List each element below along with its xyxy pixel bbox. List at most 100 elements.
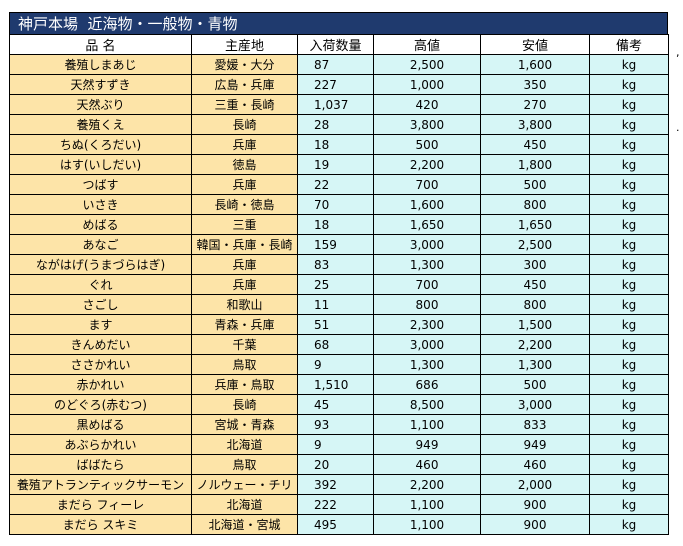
cell-unit: kg [589, 314, 669, 335]
table-row: まだら フィーレ 北海道 222 1,100 900 kg [9, 494, 669, 515]
cell-low: 1,650 [480, 214, 590, 235]
cell-high: 1,600 [373, 194, 481, 215]
cell-unit: kg [589, 474, 669, 495]
price-table: 品 名 主産地 入荷数量 高値 安値 備考 養殖しまあじ 愛媛・大分 87 2,500… [9, 34, 669, 535]
header-origin: 主産地 [191, 34, 298, 55]
cell-origin: 長崎 [191, 394, 298, 415]
cell-volume: 18 [297, 134, 374, 155]
cell-volume: 392 [297, 474, 374, 495]
cell-high: 1,100 [373, 514, 481, 535]
cell-unit: kg [589, 174, 669, 195]
cell-name: ささかれい [9, 354, 192, 375]
cell-low: 949 [480, 434, 590, 455]
cell-volume: 22 [297, 174, 374, 195]
cell-name: あなご [9, 234, 192, 255]
cell-name: めばる [9, 214, 192, 235]
cell-high: 700 [373, 174, 481, 195]
cell-unit: kg [589, 434, 669, 455]
cell-high: 2,300 [373, 314, 481, 335]
cell-origin: ノルウェー・チリ [191, 474, 298, 495]
cell-unit: kg [589, 134, 669, 155]
cell-origin: 長崎 [191, 114, 298, 135]
sheet-title: 神戸本場 近海物・一般物・青物 [9, 12, 668, 34]
table-row: 天然すずき 広島・兵庫 227 1,000 350 kg [9, 74, 669, 95]
cell-volume: 9 [297, 434, 374, 455]
cell-volume: 1,037 [297, 94, 374, 115]
cell-origin: 千葉 [191, 334, 298, 355]
cell-name: あぶらかれい [9, 434, 192, 455]
cell-name: ちぬ(くろだい) [9, 134, 192, 155]
cell-unit: kg [589, 234, 669, 255]
cell-name: まだら フィーレ [9, 494, 192, 515]
cell-high: 1,650 [373, 214, 481, 235]
cell-low: 833 [480, 414, 590, 435]
cell-volume: 51 [297, 314, 374, 335]
cell-name: のどぐろ(赤むつ) [9, 394, 192, 415]
cell-unit: kg [589, 394, 669, 415]
cell-high: 1,300 [373, 254, 481, 275]
cell-unit: kg [589, 354, 669, 375]
table-row: 赤かれい 兵庫・鳥取 1,510 686 500 kg [9, 374, 669, 395]
cell-high: 500 [373, 134, 481, 155]
cell-volume: 70 [297, 194, 374, 215]
cell-volume: 222 [297, 494, 374, 515]
cell-origin: 兵庫 [191, 254, 298, 275]
cell-low: 800 [480, 294, 590, 315]
edge-mark: . [676, 121, 680, 134]
cell-name: ばばたら [9, 454, 192, 475]
cell-origin: 広島・兵庫 [191, 74, 298, 95]
cell-name: さごし [9, 294, 192, 315]
table-row: あなご 韓国・兵庫・長崎 159 3,000 2,500 kg [9, 234, 669, 255]
cell-origin: 鳥取 [191, 454, 298, 475]
table-row: あぶらかれい 北海道 9 949 949 kg [9, 434, 669, 455]
cell-high: 8,500 [373, 394, 481, 415]
cell-origin: 三重・長崎 [191, 94, 298, 115]
cell-low: 1,600 [480, 54, 590, 75]
cell-name: ぐれ [9, 274, 192, 295]
cell-low: 1,800 [480, 154, 590, 175]
cell-unit: kg [589, 54, 669, 75]
cell-origin: 兵庫・鳥取 [191, 374, 298, 395]
header-row: 品 名 主産地 入荷数量 高値 安値 備考 [9, 34, 669, 55]
cell-high: 3,800 [373, 114, 481, 135]
table-row: まだら スキミ 北海道・宮城 495 1,100 900 kg [9, 514, 669, 535]
cell-high: 1,000 [373, 74, 481, 95]
cell-low: 350 [480, 74, 590, 95]
cell-low: 450 [480, 274, 590, 295]
cell-name: いさき [9, 194, 192, 215]
cell-low: 500 [480, 374, 590, 395]
cell-origin: 北海道・宮城 [191, 514, 298, 535]
table-row: ぐれ 兵庫 25 700 450 kg [9, 274, 669, 295]
cell-low: 900 [480, 514, 590, 535]
cell-name: 天然すずき [9, 74, 192, 95]
table-row: ささかれい 鳥取 9 1,300 1,300 kg [9, 354, 669, 375]
cell-unit: kg [589, 454, 669, 475]
table-body: 養殖しまあじ 愛媛・大分 87 2,500 1,600 kg 天然すずき 広島・兵庫 227 1,… [9, 54, 669, 535]
table-row: のどぐろ(赤むつ) 長崎 45 8,500 3,000 kg [9, 394, 669, 415]
header-high: 高値 [373, 34, 481, 55]
table-row: ばばたら 鳥取 20 460 460 kg [9, 454, 669, 475]
cell-high: 460 [373, 454, 481, 475]
table-row: きんめだい 千葉 68 3,000 2,200 kg [9, 334, 669, 355]
cell-low: 3,000 [480, 394, 590, 415]
cell-name: きんめだい [9, 334, 192, 355]
cell-origin: 北海道 [191, 494, 298, 515]
cell-high: 949 [373, 434, 481, 455]
table-row: いさき 長崎・徳島 70 1,600 800 kg [9, 194, 669, 215]
cell-low: 3,800 [480, 114, 590, 135]
cell-low: 500 [480, 174, 590, 195]
header-volume: 入荷数量 [297, 34, 374, 55]
cell-unit: kg [589, 334, 669, 355]
cell-low: 270 [480, 94, 590, 115]
cell-origin: 北海道 [191, 434, 298, 455]
cell-volume: 45 [297, 394, 374, 415]
cell-unit: kg [589, 374, 669, 395]
cell-name: 養殖しまあじ [9, 54, 192, 75]
cell-unit: kg [589, 254, 669, 275]
cell-low: 460 [480, 454, 590, 475]
cell-unit: kg [589, 114, 669, 135]
cell-unit: kg [589, 154, 669, 175]
cell-high: 1,100 [373, 494, 481, 515]
cell-volume: 11 [297, 294, 374, 315]
table-row: 黒めばる 宮城・青森 93 1,100 833 kg [9, 414, 669, 435]
